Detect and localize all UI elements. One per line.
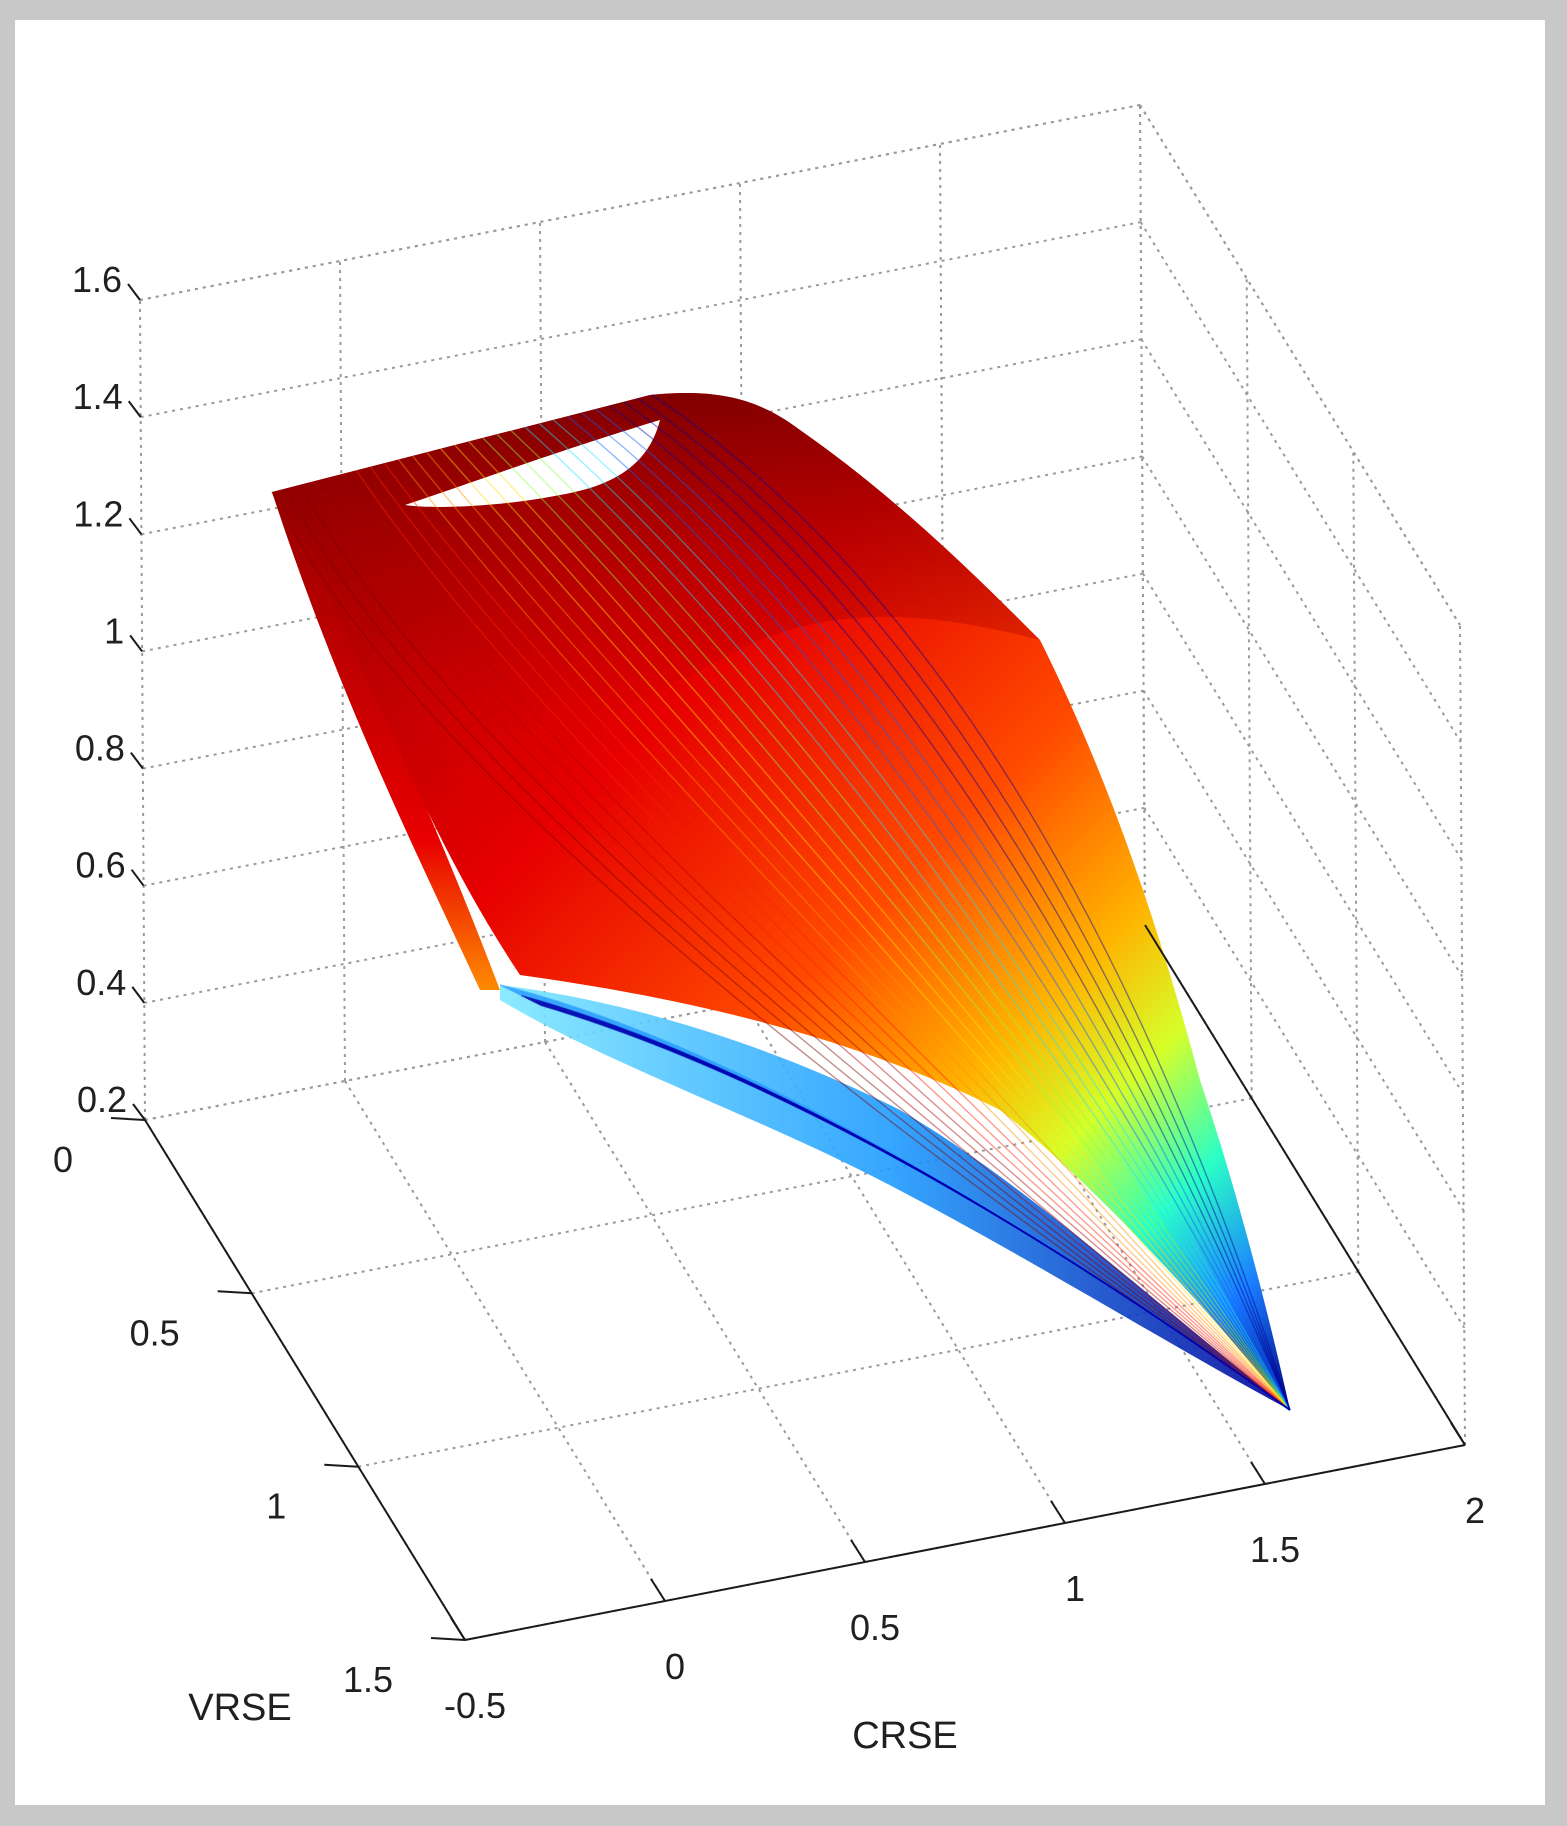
surface-strand — [581, 412, 1291, 1411]
surface-top-hole — [405, 420, 660, 507]
z-tick-label: 0.4 — [76, 962, 126, 1003]
right-wall-grid-line — [1142, 573, 1464, 1095]
surface-strand — [412, 455, 1291, 1411]
y-tick-label: 1 — [266, 1486, 286, 1527]
y-tick-mark — [324, 1463, 359, 1468]
axes: -0.5 0 0.5 1 1.5 2 0 0.5 1 1.5 0.2 0.4 0.6 0.8 1 1.2 1.4… — [53, 259, 1485, 1726]
surface-strand — [384, 462, 1291, 1411]
y-tick-mark — [430, 1637, 466, 1641]
back-wall-grid-line — [139, 299, 146, 1121]
surface-strand — [538, 423, 1291, 1411]
x-tick-label: 1 — [1065, 1568, 1085, 1609]
z-tick-label: 1.2 — [73, 493, 123, 534]
y-axis-title: VRSE — [188, 1687, 291, 1729]
surface-strand — [482, 437, 1291, 1411]
right-wall-grid-line — [1352, 451, 1360, 1272]
surface-strand — [271, 491, 1291, 1411]
x-tick-mark — [850, 1539, 866, 1563]
surface-strand — [595, 408, 1291, 1411]
surface-strand — [637, 398, 1291, 1411]
surface-strand — [285, 488, 1291, 1411]
z-tick-label: 0.2 — [77, 1079, 127, 1120]
y-tick-mark — [110, 1117, 146, 1121]
x-tick-label: 0 — [665, 1646, 685, 1687]
surface-lower-fan — [500, 985, 1290, 1410]
surface-strand — [398, 459, 1291, 1411]
floor-grid-line — [944, 963, 1266, 1485]
x-tick-label: 2 — [1465, 1490, 1485, 1531]
surface-strand — [454, 444, 1291, 1411]
x-tick-label: 0.5 — [850, 1607, 900, 1648]
floor-grid-line — [544, 1041, 866, 1563]
back-wall-grid-line — [141, 455, 1143, 653]
surface-strand — [524, 426, 1291, 1411]
z-tick-mark — [128, 517, 143, 535]
surface-strand — [567, 416, 1291, 1411]
y-tick-label: 1.5 — [343, 1659, 393, 1700]
surface-strand — [510, 430, 1291, 1411]
surface-strand — [468, 441, 1291, 1411]
right-wall-grid-line — [1143, 807, 1466, 1329]
surface-strand — [651, 394, 1291, 1411]
right-wall-grid-line — [1140, 338, 1463, 860]
right-wall-grid-line — [1459, 624, 1466, 1446]
right-wall-grid-line — [1245, 278, 1253, 1099]
surface-strand — [313, 480, 1291, 1411]
x-tick-mark — [1250, 1461, 1266, 1485]
surface-strand — [369, 466, 1291, 1411]
x-axis-line — [464, 1444, 1466, 1641]
right-wall-grid-line — [1142, 690, 1465, 1212]
y-axis-line — [144, 1119, 466, 1641]
back-wall-grid-line — [140, 221, 1141, 419]
surface-strand — [341, 473, 1291, 1411]
surface-strand — [609, 405, 1291, 1411]
z-tick-mark — [127, 283, 141, 301]
z-tick-mark — [127, 400, 142, 418]
z-tick-label: 1 — [104, 610, 124, 651]
y-tick-label: 0.5 — [130, 1312, 180, 1353]
surface-strand — [496, 433, 1291, 1411]
surface-strand — [440, 448, 1291, 1411]
z-tick-mark — [131, 986, 146, 1004]
x-tick-mark — [450, 1617, 466, 1641]
surface-strand — [426, 452, 1291, 1411]
x-tick-mark — [1450, 1422, 1466, 1446]
floor-grid-line — [358, 1270, 1359, 1468]
right-wall-grid-line — [1141, 455, 1463, 977]
z-tick-mark — [130, 751, 144, 770]
surface-strand — [327, 477, 1291, 1411]
floor-grid-line — [344, 1080, 666, 1602]
surface-strand — [623, 401, 1291, 1411]
x-tick-label: -0.5 — [444, 1685, 506, 1726]
x-tick-mark — [1050, 1500, 1066, 1524]
surface-strand — [355, 470, 1291, 1411]
z-tick-mark — [130, 869, 145, 887]
surface-strand — [299, 484, 1291, 1411]
y-tick-mark — [217, 1290, 252, 1295]
surface-strands — [271, 394, 1291, 1411]
floor-right-edge — [1144, 924, 1466, 1446]
surface-strand — [553, 419, 1291, 1411]
z-tick-label: 1.4 — [73, 376, 123, 417]
x-tick-label: 1.5 — [1250, 1529, 1300, 1570]
z-tick-mark — [132, 1103, 146, 1121]
right-wall-grid-line — [1139, 221, 1462, 743]
x-axis-title: CRSE — [852, 1715, 958, 1757]
floor-grid-line — [744, 1002, 1066, 1524]
z-tick-label: 0.6 — [76, 845, 126, 886]
z-tick-label: 1.6 — [72, 259, 122, 300]
z-tick-label: 0.8 — [75, 728, 125, 769]
x-tick-mark — [650, 1578, 666, 1602]
data-surface — [271, 393, 1291, 1411]
y-tick-label: 0 — [53, 1139, 73, 1180]
right-wall-grid-line — [1139, 104, 1146, 926]
box-top-edge — [139, 104, 1141, 301]
z-tick-mark — [129, 634, 143, 653]
box-top-edge — [1139, 104, 1461, 626]
surface-strand — [539, 1004, 1291, 1411]
surface-left-face — [272, 492, 500, 990]
